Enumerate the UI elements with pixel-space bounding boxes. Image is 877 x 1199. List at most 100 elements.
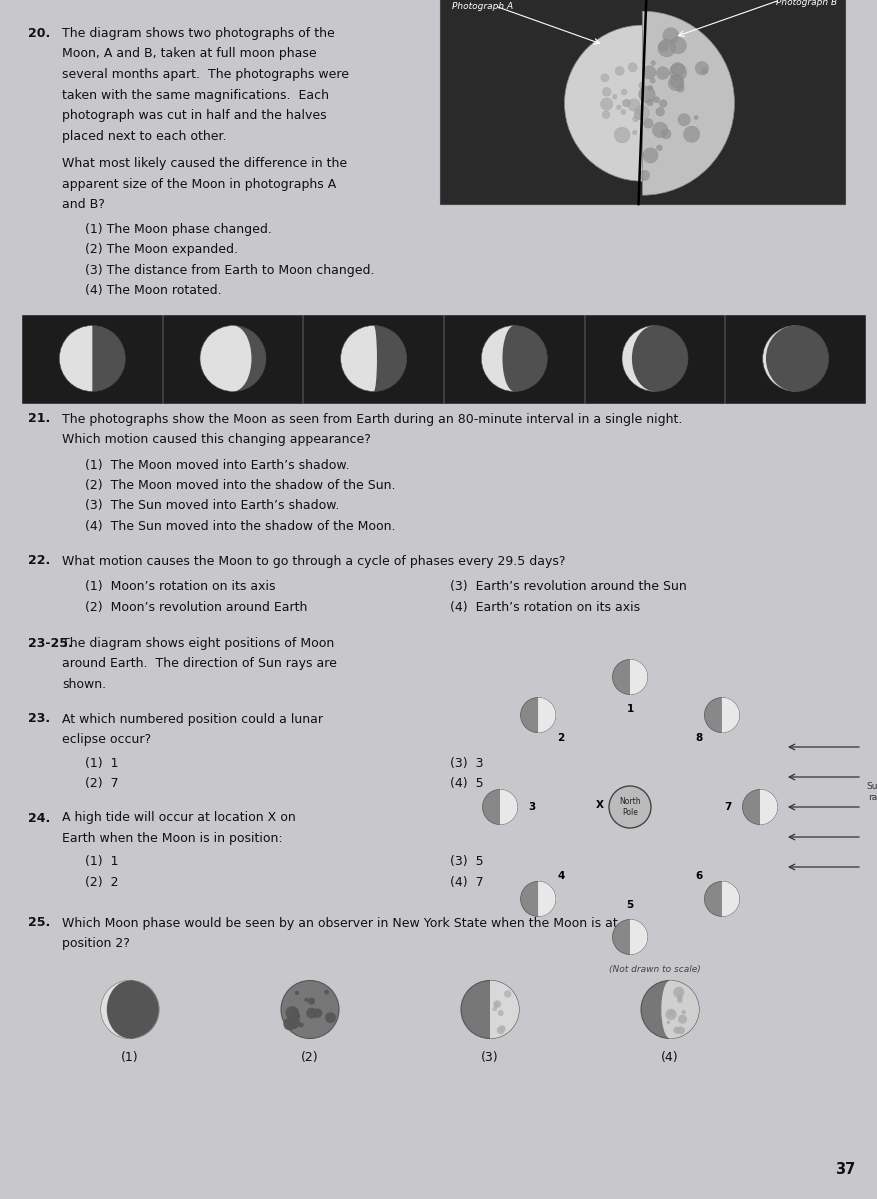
Text: (3)  The Sun moved into Earth’s shadow.: (3) The Sun moved into Earth’s shadow. (85, 500, 339, 512)
Circle shape (678, 114, 690, 126)
Text: 21.: 21. (28, 412, 50, 426)
Circle shape (609, 787, 651, 829)
Circle shape (677, 994, 682, 1000)
Circle shape (695, 61, 709, 74)
Wedge shape (643, 11, 735, 195)
Wedge shape (200, 325, 233, 392)
Text: (Not drawn to scale): (Not drawn to scale) (610, 965, 701, 974)
Circle shape (670, 37, 687, 54)
Text: (2)  The Moon moved into the shadow of the Sun.: (2) The Moon moved into the shadow of th… (85, 478, 396, 492)
Circle shape (624, 100, 631, 107)
Bar (303, 314, 443, 403)
Text: (4)  Earth’s rotation on its axis: (4) Earth’s rotation on its axis (450, 601, 640, 614)
Circle shape (602, 112, 610, 119)
Wedge shape (538, 881, 555, 916)
Text: (4)  7: (4) 7 (450, 876, 483, 888)
Ellipse shape (661, 981, 679, 1038)
Circle shape (677, 998, 682, 1004)
Text: shown.: shown. (62, 677, 106, 691)
Circle shape (637, 110, 642, 115)
Text: (2): (2) (301, 1052, 319, 1065)
Text: 3: 3 (528, 802, 536, 812)
Text: (2)  7: (2) 7 (85, 777, 118, 790)
Circle shape (668, 76, 684, 91)
Text: Photograph B: Photograph B (776, 0, 837, 7)
Text: (3)  Earth’s revolution around the Sun: (3) Earth’s revolution around the Sun (450, 580, 687, 594)
Text: 5: 5 (626, 900, 633, 910)
Text: 8: 8 (695, 733, 703, 742)
Circle shape (292, 1012, 300, 1020)
Text: Which Moon phase would be seen by an observer in New York State when the Moon is: Which Moon phase would be seen by an obs… (62, 916, 617, 929)
Circle shape (461, 981, 519, 1038)
Text: Photograph A: Photograph A (452, 2, 513, 11)
Text: position 2?: position 2? (62, 936, 130, 950)
Text: eclipse occur?: eclipse occur? (62, 733, 151, 746)
Circle shape (494, 1000, 502, 1008)
Text: (2)  Moon’s revolution around Earth: (2) Moon’s revolution around Earth (85, 601, 307, 614)
Wedge shape (670, 981, 699, 1038)
Circle shape (636, 109, 640, 114)
Text: (1)  The Moon moved into Earth’s shadow.: (1) The Moon moved into Earth’s shadow. (85, 458, 350, 471)
Circle shape (481, 325, 547, 392)
Circle shape (496, 1026, 504, 1035)
Text: (3) The distance from Earth to Moon changed.: (3) The distance from Earth to Moon chan… (85, 264, 374, 277)
Wedge shape (622, 325, 655, 392)
Text: photograph was cut in half and the halves: photograph was cut in half and the halve… (62, 109, 326, 122)
Circle shape (635, 110, 643, 119)
Circle shape (612, 95, 617, 100)
Circle shape (482, 789, 517, 825)
Circle shape (612, 920, 647, 954)
Text: (3): (3) (481, 1052, 499, 1065)
Circle shape (499, 1025, 505, 1032)
Text: The photographs show the Moon as seen from Earth during an 80-minute interval in: The photographs show the Moon as seen fr… (62, 412, 682, 426)
Circle shape (493, 1001, 499, 1007)
Text: (1): (1) (121, 1052, 139, 1065)
Text: (4): (4) (661, 1052, 679, 1065)
Circle shape (60, 325, 125, 392)
Wedge shape (340, 325, 374, 392)
Circle shape (646, 100, 653, 106)
Circle shape (628, 62, 638, 72)
Text: 20.: 20. (28, 28, 50, 40)
Circle shape (658, 40, 675, 58)
Circle shape (601, 98, 613, 110)
Circle shape (504, 990, 511, 998)
Circle shape (639, 107, 644, 113)
Circle shape (628, 98, 640, 112)
Text: X: X (596, 800, 604, 811)
Circle shape (667, 1020, 670, 1024)
Text: (4)  The Sun moved into the shadow of the Moon.: (4) The Sun moved into the shadow of the… (85, 520, 396, 534)
Circle shape (677, 1026, 685, 1035)
Circle shape (644, 119, 653, 128)
Text: What most likely caused the difference in the: What most likely caused the difference i… (62, 157, 347, 170)
Circle shape (621, 89, 627, 95)
Ellipse shape (370, 325, 377, 392)
Text: placed next to each other.: placed next to each other. (62, 129, 226, 143)
Circle shape (521, 698, 555, 733)
Circle shape (308, 998, 315, 1005)
Wedge shape (514, 325, 547, 392)
Text: Earth when the Moon is in position:: Earth when the Moon is in position: (62, 832, 282, 845)
Ellipse shape (107, 981, 153, 1038)
Circle shape (617, 106, 621, 109)
Text: Sun's
rays: Sun's rays (866, 782, 877, 802)
Bar (444, 314, 584, 403)
Wedge shape (490, 981, 519, 1038)
Text: The diagram shows eight positions of Moon: The diagram shows eight positions of Moo… (62, 637, 334, 650)
Circle shape (678, 1014, 687, 1024)
Circle shape (674, 1026, 681, 1034)
Wedge shape (60, 325, 92, 392)
Circle shape (306, 1007, 317, 1018)
Circle shape (634, 106, 649, 120)
Circle shape (632, 131, 637, 134)
Circle shape (299, 1023, 303, 1028)
Circle shape (641, 981, 699, 1038)
Text: taken with the same magnifications.  Each: taken with the same magnifications. Each (62, 89, 329, 102)
Circle shape (304, 998, 309, 1002)
Circle shape (683, 126, 700, 143)
Circle shape (340, 325, 407, 392)
Circle shape (695, 115, 698, 120)
Circle shape (200, 325, 266, 392)
Circle shape (656, 108, 665, 116)
Circle shape (602, 88, 611, 96)
